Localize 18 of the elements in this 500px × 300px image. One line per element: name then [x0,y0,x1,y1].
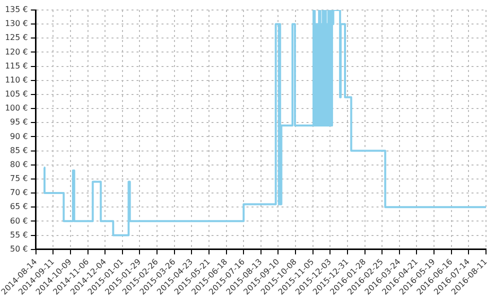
y-tick-label: 90 € [10,132,28,141]
y-tick-label: 50 € [10,244,28,254]
y-tick-label: 70 € [10,188,28,198]
y-tick-label: 130 € [4,19,28,28]
y-tick-label: 80 € [10,160,28,169]
y-tick-label: 60 € [10,216,28,226]
y-tick-label: 110 € [4,75,28,84]
y-tick-label: 75 € [10,174,28,184]
y-tick-label: 125 € [4,33,28,42]
y-tick-label: 105 € [4,90,28,99]
y-tick-label: 55 € [10,230,28,240]
y-tick-label: 85 € [10,146,28,155]
y-tick-label: 120 € [4,47,28,56]
y-tick-label: 65 € [10,202,28,212]
y-tick-label: 95 € [10,118,28,127]
y-tick-label: 115 € [4,61,28,70]
y-tick-label: 100 € [4,104,28,113]
y-tick-label: 135 € [4,5,28,14]
